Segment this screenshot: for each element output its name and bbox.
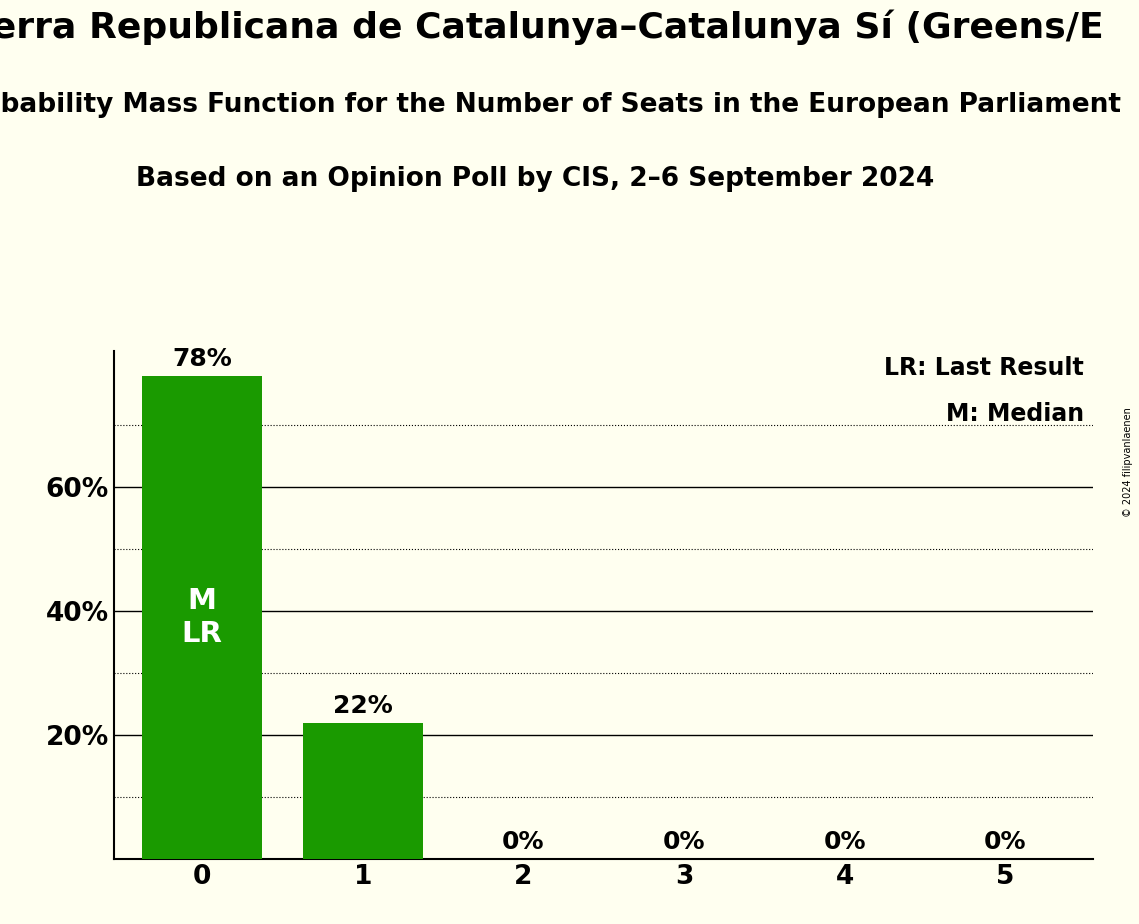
Text: 22%: 22% [333,694,393,718]
Text: 0%: 0% [823,831,866,855]
Text: 0%: 0% [663,831,705,855]
Text: 78%: 78% [172,346,232,371]
Bar [142,376,262,859]
Text: Probability Mass Function for the Number of Seats in the European Parliament: Probability Mass Function for the Number… [0,92,1121,118]
Text: 0%: 0% [502,831,544,855]
Text: uerra Republicana de Catalunya–Catalunya Sí (Greens/E: uerra Republicana de Catalunya–Catalunya… [0,9,1104,44]
Text: Based on an Opinion Poll by CIS, 2–6 September 2024: Based on an Opinion Poll by CIS, 2–6 Sep… [137,166,934,192]
Text: LR: Last Result: LR: Last Result [884,356,1083,380]
Text: M: Median: M: Median [945,402,1083,426]
Text: M
LR: M LR [182,588,222,648]
Text: 0%: 0% [984,831,1026,855]
Text: © 2024 filipvanlaenen: © 2024 filipvanlaenen [1123,407,1133,517]
Bar [303,723,423,859]
